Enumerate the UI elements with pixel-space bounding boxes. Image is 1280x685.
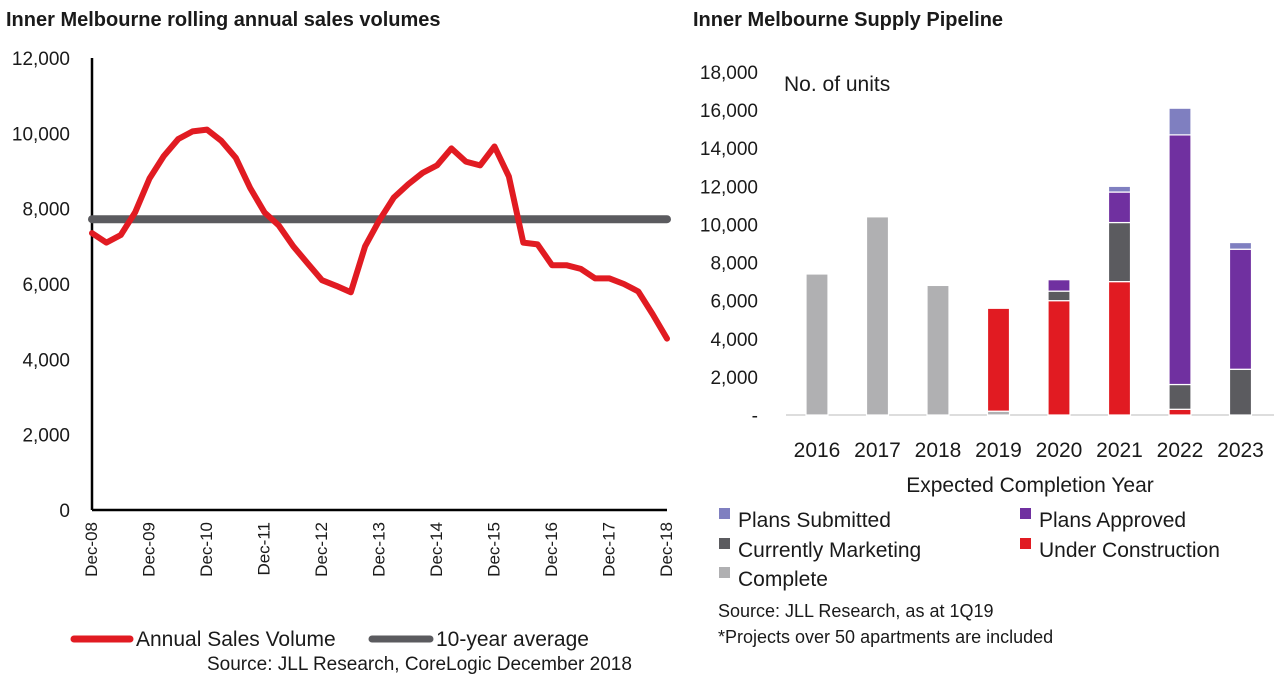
bar-2023-plans-approved bbox=[1228, 248, 1253, 370]
sales-x-tick-dec-15: Dec-15 bbox=[485, 522, 504, 577]
sales-y-axis-ticks: 0 2,000 4,000 6,000 8,000 10,000 12,000 bbox=[12, 49, 70, 522]
pipeline-x-tick-2018: 2018 bbox=[915, 439, 962, 462]
pipeline-y-tick-zero: - bbox=[752, 406, 758, 427]
sales-y-tick-12-000: 12,000 bbox=[12, 49, 70, 70]
sales-series bbox=[88, 126, 671, 342]
sales-chart-title: Inner Melbourne rolling annual sales vol… bbox=[6, 9, 441, 31]
bar-2021-under-construction bbox=[1107, 281, 1132, 416]
bar-2022-plans-approved bbox=[1168, 134, 1192, 386]
series-line-annual-sales-volume bbox=[89, 126, 670, 342]
pipeline-x-axis-label: Expected Completion Year bbox=[906, 474, 1154, 497]
sales-y-tick-8-000: 8,000 bbox=[22, 200, 70, 221]
bar-2018-complete bbox=[926, 284, 950, 416]
bar-2022-plans-submitted bbox=[1168, 107, 1192, 136]
pipeline-x-tick-2017: 2017 bbox=[854, 439, 901, 462]
legend-label-average: 10-year average bbox=[436, 628, 589, 651]
legend-label-annual-sales: Annual Sales Volume bbox=[136, 628, 336, 651]
sales-legend: Annual Sales Volume 10-year average bbox=[70, 628, 589, 651]
bar-2020-under-construction bbox=[1047, 300, 1071, 416]
sales-volume-chart: Inner Melbourne rolling annual sales vol… bbox=[6, 9, 676, 675]
pipeline-source: Source: JLL Research, as at 1Q19 bbox=[718, 601, 993, 621]
pipeline-bars bbox=[805, 107, 1253, 416]
sales-x-tick-dec-12: Dec-12 bbox=[312, 522, 331, 577]
pipeline-chart-title: Inner Melbourne Supply Pipeline bbox=[693, 9, 1003, 31]
legend-label-plans-submitted: Plans Submitted bbox=[738, 509, 891, 532]
legend-label-currently-marketing: Currently Marketing bbox=[738, 539, 921, 562]
bar-2021-plans-submitted bbox=[1107, 185, 1132, 193]
bar-2017-complete bbox=[865, 216, 890, 416]
sales-source: Source: JLL Research, CoreLogic December… bbox=[207, 654, 632, 675]
pipeline-y-tick-12-000: 12,000 bbox=[700, 177, 758, 198]
legend-label-complete: Complete bbox=[738, 568, 828, 591]
sales-y-tick-2-000: 2,000 bbox=[22, 426, 70, 447]
pipeline-x-tick-2020: 2020 bbox=[1036, 439, 1083, 462]
bar-2020-plans-approved bbox=[1047, 279, 1071, 292]
pipeline-x-tick-2021: 2021 bbox=[1096, 439, 1143, 462]
bar-2019-under-construction bbox=[986, 307, 1011, 412]
supply-pipeline-chart: Inner Melbourne Supply Pipeline No. of u… bbox=[693, 9, 1274, 647]
legend-label-plans-approved: Plans Approved bbox=[1039, 509, 1186, 532]
bar-2021-currently-marketing bbox=[1107, 221, 1132, 283]
sales-x-tick-dec-14: Dec-14 bbox=[427, 522, 446, 577]
bar-2023-currently-marketing bbox=[1228, 368, 1253, 416]
pipeline-y-tick-14-000: 14,000 bbox=[700, 139, 758, 160]
sales-x-tick-dec-09: Dec-09 bbox=[140, 522, 159, 577]
sales-y-tick-0: 0 bbox=[59, 501, 70, 522]
bar-2021-plans-approved bbox=[1107, 191, 1132, 224]
pipeline-x-tick-2019: 2019 bbox=[975, 439, 1022, 462]
pipeline-x-tick-2016: 2016 bbox=[794, 439, 841, 462]
legend-swatch-complete bbox=[719, 567, 730, 578]
pipeline-y-tick-16-000: 16,000 bbox=[700, 101, 758, 122]
pipeline-legend: Plans Submitted Plans Approved Currently M… bbox=[719, 508, 1220, 591]
pipeline-x-axis-ticks: 2016 2017 2018 2019 2020 2021 2022 2023 bbox=[794, 439, 1264, 462]
sales-x-tick-dec-16: Dec-16 bbox=[542, 522, 561, 577]
pipeline-note: *Projects over 50 apartments are include… bbox=[718, 627, 1053, 647]
legend-swatch-under-construction bbox=[1020, 538, 1031, 549]
bar-2016-complete bbox=[805, 273, 829, 416]
bar-2020-currently-marketing bbox=[1047, 290, 1071, 302]
sales-x-tick-dec-13: Dec-13 bbox=[370, 522, 389, 577]
pipeline-x-tick-2023: 2023 bbox=[1217, 439, 1264, 462]
legend-swatch-currently-marketing bbox=[719, 538, 730, 549]
pipeline-y-tick-10-000: 10,000 bbox=[700, 215, 758, 236]
pipeline-y-axis-ticks: - 2,000 4,000 6,000 8,000 10,000 12,000 14,000 1… bbox=[700, 63, 758, 427]
pipeline-x-tick-2022: 2022 bbox=[1157, 439, 1204, 462]
pipeline-y-tick-18-000: 18,000 bbox=[700, 63, 758, 84]
bar-2022-under-construction bbox=[1168, 408, 1192, 416]
bar-2022-currently-marketing bbox=[1168, 383, 1192, 410]
sales-x-tick-dec-11: Dec-11 bbox=[255, 522, 274, 576]
sales-x-axis-ticks: Dec-08 Dec-09 Dec-10 Dec-11 Dec-12 Dec-13 Dec-… bbox=[82, 522, 676, 577]
sales-x-tick-dec-10: Dec-10 bbox=[197, 522, 216, 577]
legend-swatch-plans-submitted bbox=[719, 508, 730, 519]
legend-swatch-plans-approved bbox=[1020, 508, 1031, 519]
pipeline-annotation: No. of units bbox=[784, 73, 890, 96]
sales-x-tick-dec-17: Dec-17 bbox=[600, 522, 619, 577]
pipeline-y-tick-6-000: 6,000 bbox=[710, 292, 758, 313]
pipeline-y-tick-2-000: 2,000 bbox=[710, 368, 758, 389]
pipeline-y-tick-4-000: 4,000 bbox=[710, 330, 758, 351]
legend-label-under-construction: Under Construction bbox=[1039, 539, 1220, 562]
bar-2023-plans-submitted bbox=[1228, 241, 1253, 250]
sales-y-tick-4-000: 4,000 bbox=[22, 350, 70, 371]
sales-y-tick-10-000: 10,000 bbox=[12, 124, 70, 145]
pipeline-y-tick-8-000: 8,000 bbox=[710, 254, 758, 275]
sales-y-tick-6-000: 6,000 bbox=[22, 275, 70, 296]
sales-x-tick-dec-18: Dec-18 bbox=[657, 522, 676, 577]
sales-x-tick-dec-08: Dec-08 bbox=[82, 522, 101, 577]
